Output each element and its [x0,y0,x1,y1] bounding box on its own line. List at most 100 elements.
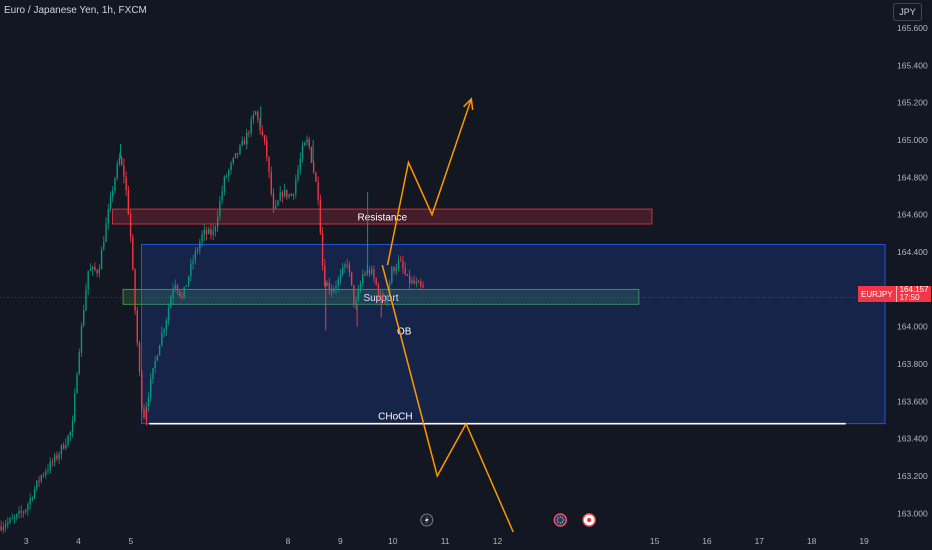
candle [286,189,288,201]
candle [13,514,16,525]
candle-body [408,275,411,284]
candle [58,451,60,465]
candle [335,280,337,294]
candle-body [268,157,270,172]
candle [420,278,422,290]
candle [373,265,375,283]
candle-body [397,260,400,268]
candle [339,268,342,285]
candle-body [324,265,326,287]
candle-body [234,152,237,158]
price-tick-label: 163.600 [897,396,928,406]
candle-body [0,526,2,531]
price-tick-label: 165.200 [897,98,928,108]
time-tick-label: 19 [859,536,869,546]
candle [386,294,389,307]
candle-body [107,209,109,224]
candle-body [254,111,257,116]
candle [221,185,223,205]
candle-body [7,521,9,525]
candle-body [261,130,264,136]
price-axis: 165.600 165.400 165.200 165.000 164.800 164.6… [897,23,928,518]
candle [154,356,156,374]
candle [241,136,243,147]
candle-body [243,140,246,145]
candle [94,262,96,272]
candle [7,517,9,529]
candle [4,519,7,532]
candle [2,522,5,534]
candle [268,156,270,178]
candle [24,508,27,515]
flag-jp-icon[interactable] [582,513,596,527]
candle-body [163,329,165,333]
candle [234,152,237,159]
candle-body [127,190,130,215]
time-tick-label: 8 [286,536,291,546]
candle [308,136,310,151]
candle [279,186,281,202]
candle-body [40,475,43,482]
candle-body [299,158,301,170]
candle-body [308,139,310,147]
candle-body [252,115,255,120]
lightning-icon[interactable] [420,513,434,527]
candle [270,166,272,197]
candle-body [196,249,199,252]
candle-body [190,263,192,277]
candle-body [359,283,362,291]
candle-body [51,461,54,463]
candle [402,256,404,275]
candle-body [161,332,163,346]
candle-body [272,193,275,209]
candle-body [98,269,101,274]
candle [272,188,275,214]
candle-body [33,489,36,499]
candle-body [223,176,226,192]
flag-eu-icon[interactable] [553,513,568,527]
candle [379,289,382,298]
candle [382,291,384,301]
time-tick-label: 3 [24,536,29,546]
time-axis: 3 4 5 8 9 10 11 12 15 16 17 18 19 [24,536,869,546]
candle-body [132,237,134,270]
candle [33,486,36,500]
currency-button[interactable]: JPY [893,3,922,21]
candle [53,452,56,467]
candle [49,457,51,475]
candle [243,136,246,145]
candle-body [384,300,386,302]
time-tick-label: 5 [129,536,134,546]
candle-body [114,178,116,191]
candle [103,236,105,251]
candle [80,322,83,357]
candle-body [355,300,357,305]
candle-body [22,512,25,514]
candle [179,290,181,298]
candle-body [295,179,297,194]
candle-body [225,176,228,178]
candle-body [368,270,371,274]
candle-body [123,164,125,177]
candle [125,171,127,197]
price-tag: EURJPY 164.157 17:50 [858,286,932,302]
candle [27,502,29,516]
candle [183,286,185,300]
candle [42,472,45,479]
candle [29,493,31,510]
candle [413,275,415,285]
time-tick-label: 10 [388,536,398,546]
candle-body [192,260,194,264]
candle [328,277,330,295]
candle-body [120,157,123,165]
candle [346,259,348,269]
candle-body [232,157,234,164]
candle-body [304,142,306,146]
candle-body [172,288,174,298]
candle-body [388,282,391,295]
candle [74,388,76,424]
candle-body [346,264,348,266]
price-tick-label: 164.600 [897,210,928,220]
candle [143,404,145,420]
